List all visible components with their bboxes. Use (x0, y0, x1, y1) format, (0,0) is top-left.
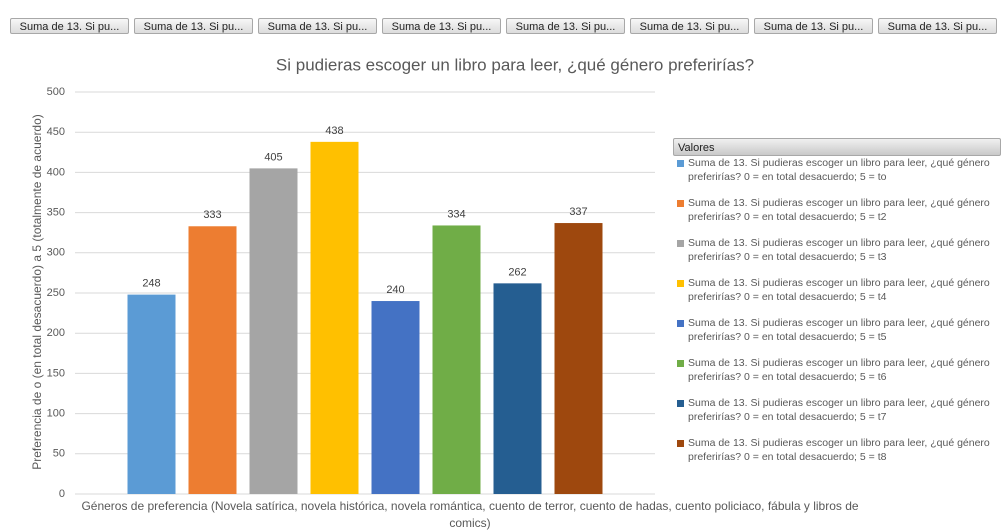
legend-swatch (677, 400, 684, 407)
field-button[interactable]: Suma de 13. Si pu... (10, 18, 129, 34)
data-label: 334 (447, 208, 465, 220)
legend-entry: Suma de 13. Si pudieras escoger un libro… (673, 276, 998, 316)
legend-label: Suma de 13. Si pudieras escoger un libro… (688, 317, 990, 343)
y-tick-label: 500 (47, 86, 65, 98)
bar (554, 223, 603, 494)
y-tick-label: 100 (47, 408, 65, 420)
legend-entry: Suma de 13. Si pudieras escoger un libro… (673, 396, 998, 436)
legend-swatch (677, 280, 684, 287)
y-tick-label: 400 (47, 166, 65, 178)
bar (493, 283, 542, 494)
data-label: 438 (325, 125, 343, 137)
y-tick-label: 50 (53, 448, 65, 460)
legend-entry: Suma de 13. Si pudieras escoger un libro… (673, 436, 998, 476)
legend: Valores Suma de 13. Si pudieras escoger … (673, 138, 1001, 476)
data-label: 333 (203, 209, 221, 221)
y-tick-label: 300 (47, 247, 65, 259)
legend-label: Suma de 13. Si pudieras escoger un libro… (688, 197, 990, 223)
legend-label: Suma de 13. Si pudieras escoger un libro… (688, 437, 990, 463)
field-button[interactable]: Suma de 13. Si pu... (134, 18, 253, 34)
field-button[interactable]: Suma de 13. Si pu... (258, 18, 377, 34)
legend-swatch (677, 320, 684, 327)
legend-entry: Suma de 13. Si pudieras escoger un libro… (673, 316, 998, 356)
legend-title[interactable]: Valores (673, 138, 1001, 156)
field-button[interactable]: Suma de 13. Si pu... (630, 18, 749, 34)
data-label: 405 (264, 151, 282, 163)
legend-swatch (677, 240, 684, 247)
x-axis-label: Géneros de preferencia (Novela satírica,… (81, 499, 859, 530)
legend-entry: Suma de 13. Si pudieras escoger un libro… (673, 236, 998, 276)
legend-entry: Suma de 13. Si pudieras escoger un libro… (673, 356, 998, 396)
y-axis-label: Preferencia de o (en total desacuerdo) a… (30, 114, 44, 470)
legend-entry: Suma de 13. Si pudieras escoger un libro… (673, 196, 998, 236)
y-tick-label: 150 (47, 367, 65, 379)
bar (310, 141, 359, 494)
y-tick-label: 450 (47, 126, 65, 138)
chart-title: Si pudieras escoger un libro para leer, … (276, 55, 754, 74)
bar (249, 168, 298, 494)
y-tick-label: 200 (47, 327, 65, 339)
field-button[interactable]: Suma de 13. Si pu... (754, 18, 873, 34)
legend-swatch (677, 160, 684, 167)
field-button[interactable]: Suma de 13. Si pu... (506, 18, 625, 34)
bar (127, 294, 176, 494)
field-button[interactable]: Suma de 13. Si pu... (382, 18, 501, 34)
data-label: 240 (386, 284, 404, 296)
y-tick-label: 350 (47, 207, 65, 219)
bar (371, 301, 420, 494)
legend-label: Suma de 13. Si pudieras escoger un libro… (688, 277, 990, 303)
data-label: 337 (569, 206, 587, 218)
legend-label: Suma de 13. Si pudieras escoger un libro… (688, 357, 990, 383)
legend-swatch (677, 360, 684, 367)
data-label: 248 (142, 278, 160, 290)
legend-swatch (677, 200, 684, 207)
y-tick-label: 250 (47, 287, 65, 299)
field-button[interactable]: Suma de 13. Si pu... (878, 18, 997, 34)
bar (188, 226, 237, 494)
legend-label: Suma de 13. Si pudieras escoger un libro… (688, 397, 990, 423)
bar (432, 225, 481, 495)
data-label: 262 (508, 266, 526, 278)
legend-label: Suma de 13. Si pudieras escoger un libro… (688, 237, 990, 263)
legend-label: Suma de 13. Si pudieras escoger un libro… (688, 157, 990, 183)
legend-entry: Suma de 13. Si pudieras escoger un libro… (673, 156, 998, 196)
legend-swatch (677, 440, 684, 447)
y-tick-label: 0 (59, 488, 65, 500)
